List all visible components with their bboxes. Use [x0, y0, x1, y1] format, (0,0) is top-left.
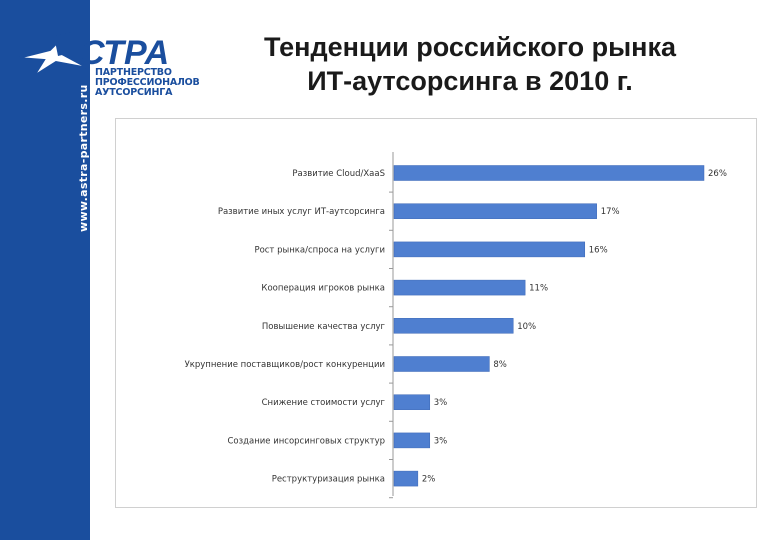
bar — [393, 356, 490, 372]
category-label: Повышение качества услуг — [262, 322, 386, 332]
data-label: 2% — [422, 475, 436, 485]
category-label: Укрупнение поставщиков/рост конкуренции — [185, 360, 385, 370]
logo-tagline-1: ПАРТНЕРСТВО — [95, 67, 172, 78]
data-label: 8% — [493, 360, 507, 370]
data-label: 3% — [434, 398, 448, 408]
logo-word: СТРА — [80, 34, 169, 72]
data-label: 11% — [529, 284, 548, 294]
category-label: Развитие Cloud/XaaS — [292, 169, 385, 179]
category-label: Снижение стоимости услуг — [262, 398, 386, 408]
logo-tagline-2: ПРОФЕССИОНАЛОВ — [95, 77, 200, 88]
category-label: Создание инсорсинговых структур — [227, 436, 385, 446]
sidebar-band: www.astra-partners.ru — [0, 0, 90, 540]
bar — [393, 203, 597, 219]
bar — [393, 470, 419, 487]
category-label: Реструктуризация рынка — [272, 475, 385, 485]
title-line-2: ИТ-аутсорсинга в 2010 г. — [307, 66, 633, 96]
bar — [393, 165, 705, 181]
data-label: 17% — [601, 207, 620, 217]
data-label: 26% — [708, 169, 727, 179]
bar — [393, 241, 586, 258]
data-label: 10% — [517, 322, 536, 332]
bar — [393, 394, 431, 410]
logo-tagline: ПАРТНЕРСТВО ПРОФЕССИОНАЛОВ АУТСОРСИНГА — [95, 68, 200, 98]
category-label: Развитие иных услуг ИТ-аутсорсинга — [218, 207, 385, 217]
bar — [393, 318, 514, 334]
logo-emblem: СТРА — [17, 29, 169, 76]
bar — [393, 279, 526, 296]
title-line-1: Тенденции российского рынка — [263, 32, 677, 62]
data-label: 16% — [589, 245, 608, 255]
bar — [393, 432, 431, 449]
data-label: 3% — [434, 436, 448, 446]
category-label: Кооперация игроков рынка — [261, 284, 385, 294]
category-label: Рост рынка/спроса на услуги — [254, 245, 385, 255]
logo-tagline-3: АУТСОРСИНГА — [95, 87, 173, 98]
chart-frame — [115, 118, 757, 508]
page-title: Тенденции российского рынка ИТ-аутсорсин… — [215, 30, 725, 98]
